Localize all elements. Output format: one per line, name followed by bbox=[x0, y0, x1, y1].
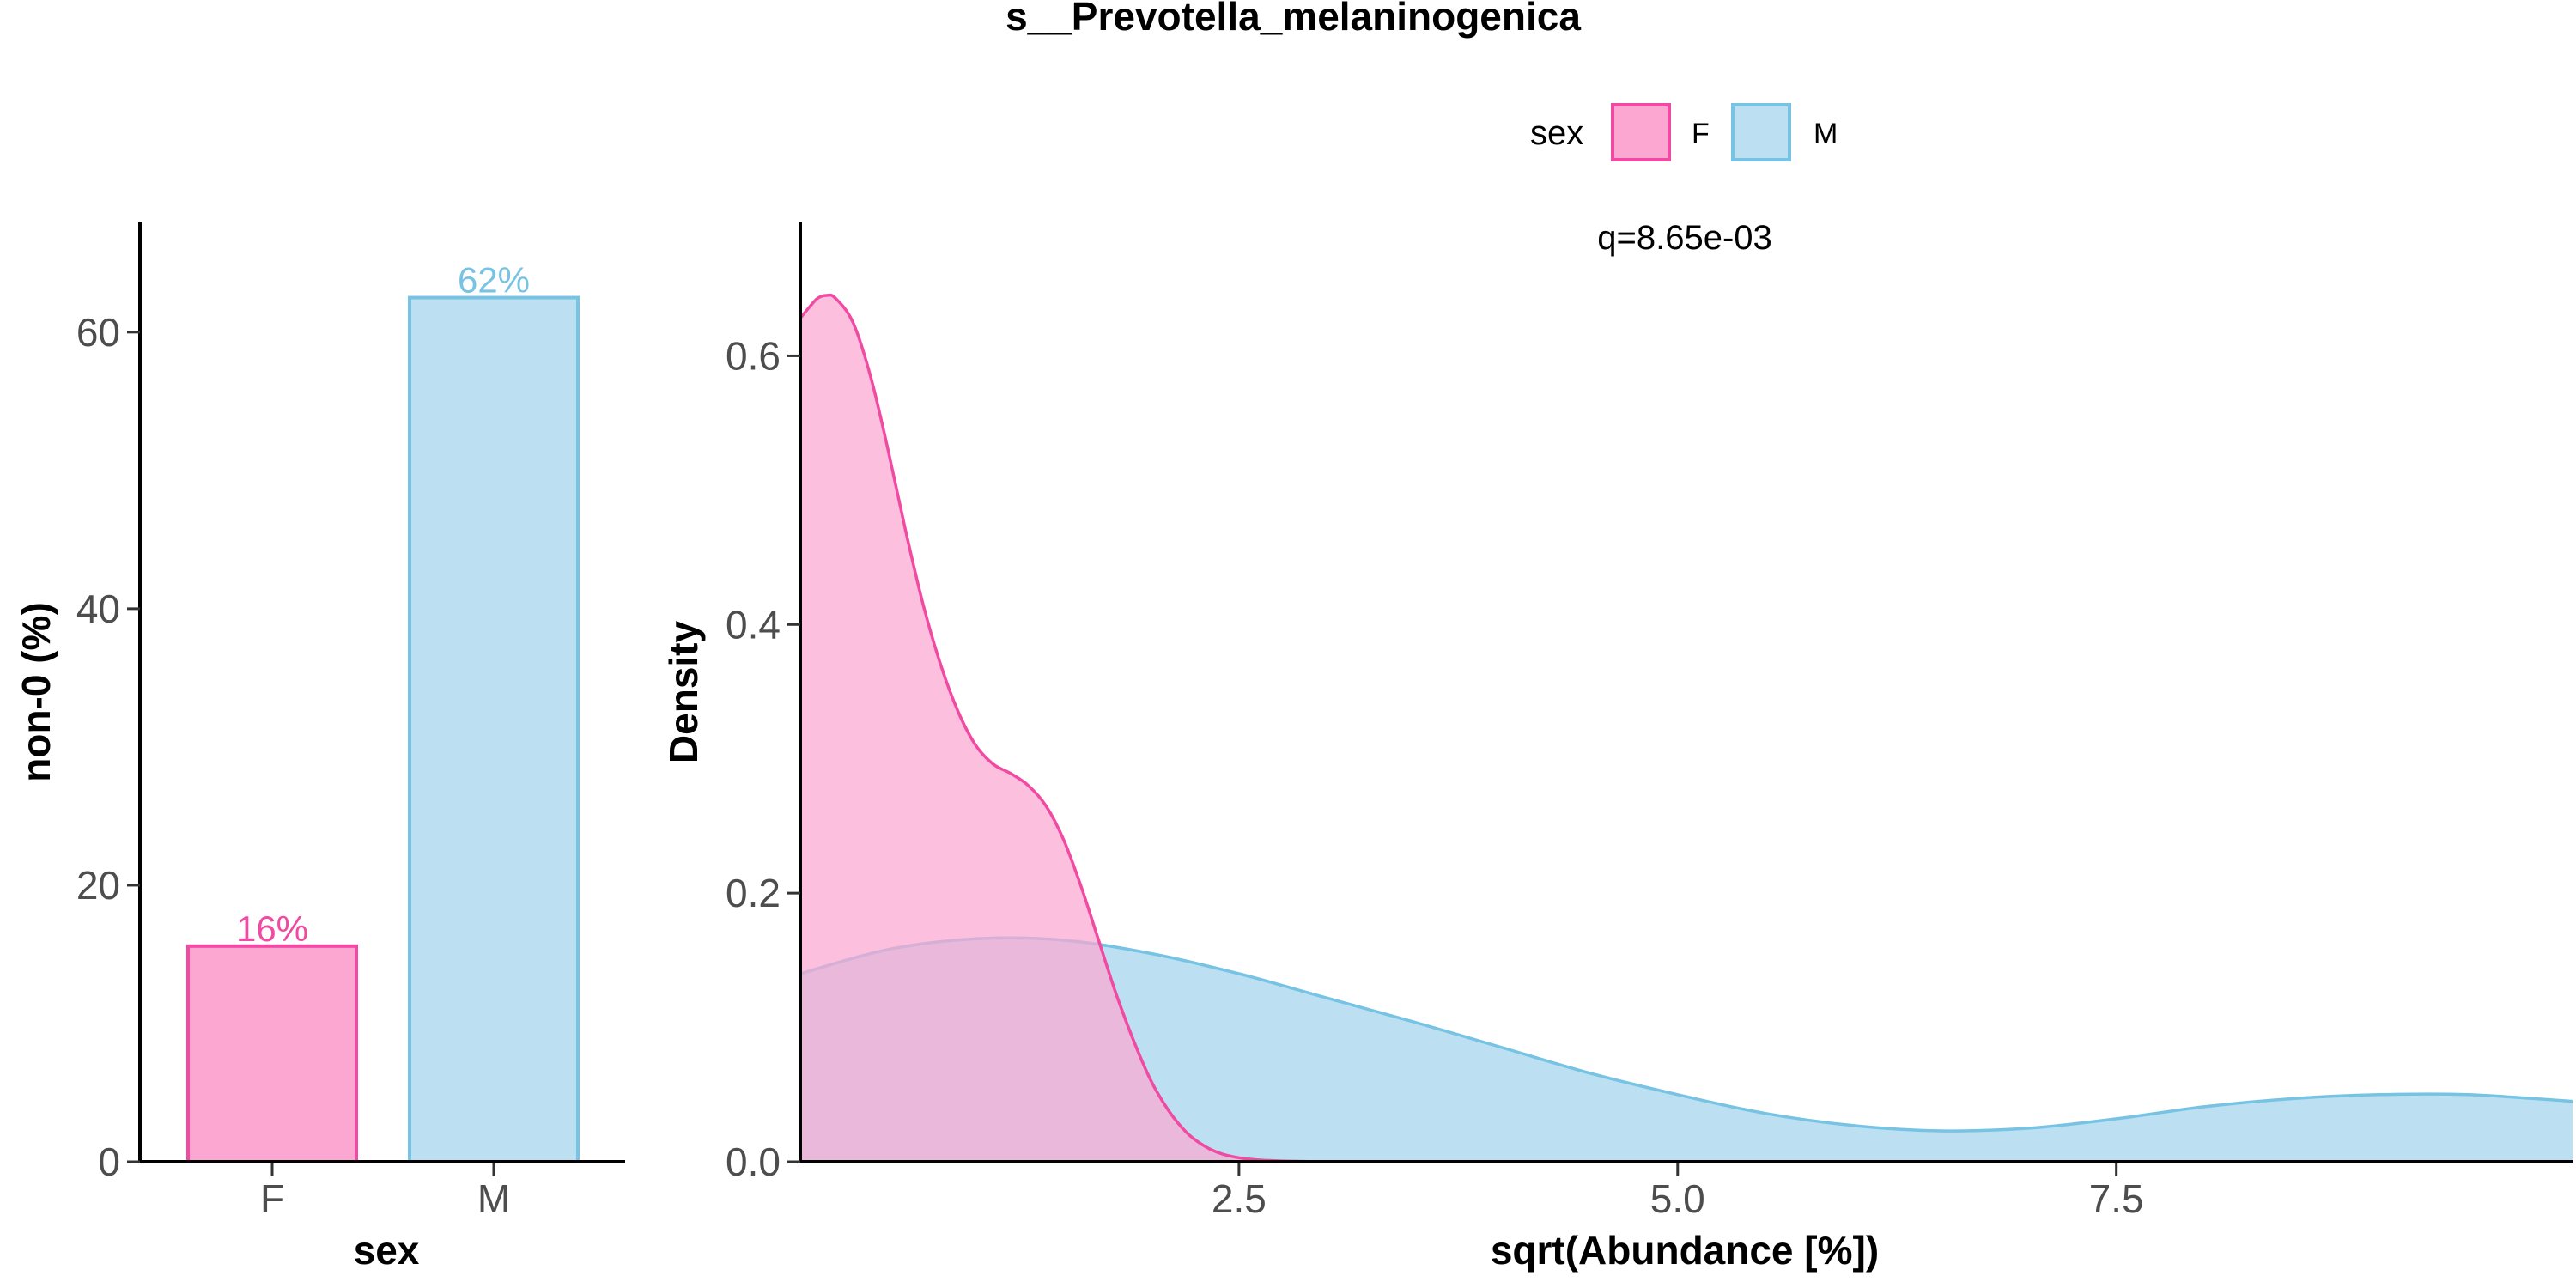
legend-key-m bbox=[1731, 103, 1791, 161]
legend: sex F M bbox=[1530, 103, 1838, 161]
density-x-tick-label: 7.5 bbox=[2089, 1176, 2144, 1221]
density-area-f bbox=[800, 295, 2573, 1162]
density-x-tick-label: 5.0 bbox=[1650, 1176, 1705, 1221]
bar-y-tick-label: 40 bbox=[76, 586, 120, 631]
bar-y-tick-label: 60 bbox=[76, 310, 120, 355]
figure-title: s__Prevotella_melaninogenica bbox=[1005, 0, 1581, 39]
density-axis-ticks: 0.0 0.2 0.4 0.6 2.5 5.0 7.5 bbox=[726, 333, 2144, 1221]
density-y-axis-title: Density bbox=[661, 621, 706, 764]
density-y-tick-label: 0.0 bbox=[726, 1139, 781, 1184]
density-y-tick-label: 0.4 bbox=[726, 602, 781, 647]
bar-m bbox=[408, 295, 580, 1163]
bar-chart-panel: 16% 62% 0 20 40 60 F M sex non-0 (%) bbox=[14, 222, 625, 1273]
density-y-tick-label: 0.2 bbox=[726, 871, 781, 915]
legend-label-m: M bbox=[1814, 118, 1838, 150]
bar-x-tick-label: M bbox=[477, 1176, 510, 1221]
bar-x-tick-label: F bbox=[260, 1176, 284, 1221]
density-x-tick-label: 2.5 bbox=[1212, 1176, 1267, 1221]
legend-key-f bbox=[1611, 103, 1671, 161]
bar-y-tick-label: 0 bbox=[98, 1139, 120, 1184]
bar-y-tick-label: 20 bbox=[76, 863, 120, 908]
bar-marks: 16% 62% bbox=[186, 260, 580, 1163]
q-value-annotation: q=8.65e-03 bbox=[1597, 219, 1772, 257]
density-chart-panel: 0.0 0.2 0.4 0.6 2.5 5.0 7.5 q=8.65e-03 sqrt(Ab… bbox=[661, 219, 2573, 1273]
density-x-axis-title: sqrt(Abundance [%]) bbox=[1491, 1228, 1879, 1273]
bar-value-label-m: 62% bbox=[458, 260, 530, 301]
bar-f bbox=[186, 944, 358, 1163]
legend-label-f: F bbox=[1692, 118, 1710, 150]
bar-value-label-f: 16% bbox=[236, 908, 308, 949]
density-area-m bbox=[800, 938, 2573, 1162]
bar-x-axis-title: sex bbox=[354, 1228, 420, 1273]
density-marks bbox=[799, 293, 2573, 1163]
density-y-tick-label: 0.6 bbox=[726, 333, 781, 378]
bar-axis-ticks: 0 20 40 60 F M bbox=[76, 310, 510, 1221]
bar-y-axis-title: non-0 (%) bbox=[14, 602, 58, 782]
legend-title: sex bbox=[1530, 114, 1583, 152]
